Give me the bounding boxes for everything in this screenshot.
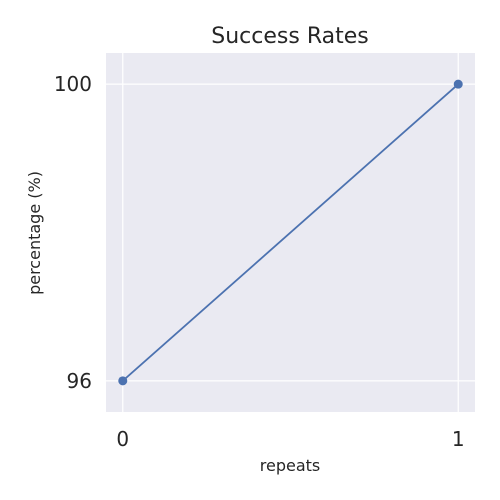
- x-tick-label-1: 1: [452, 427, 465, 451]
- series-layer: [118, 79, 463, 386]
- y-tick-label-1: 100: [54, 72, 92, 96]
- tick-labels: 0 1 96 100: [54, 72, 465, 451]
- x-tick-label-0: 0: [116, 427, 129, 451]
- y-tick-label-0: 96: [67, 369, 92, 393]
- data-point-0-0: [118, 376, 128, 386]
- grid-lines: [106, 53, 475, 412]
- series-line-0: [122, 83, 459, 382]
- x-axis-label: repeats: [260, 456, 320, 475]
- y-axis-label: percentage (%): [25, 171, 44, 295]
- chart-title: Success Rates: [211, 24, 368, 49]
- data-point-0-1: [453, 79, 463, 89]
